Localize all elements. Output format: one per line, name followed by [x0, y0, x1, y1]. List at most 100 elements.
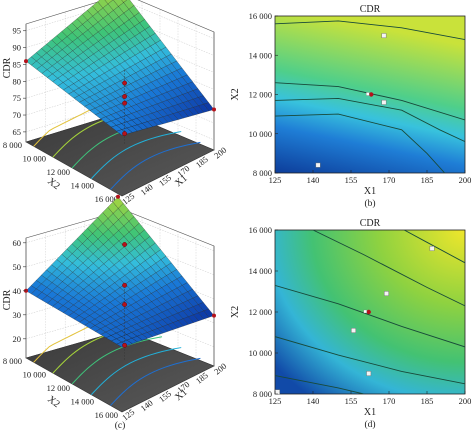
- y-tick-label: 12 000: [47, 383, 70, 393]
- z-gridline: [25, 34, 215, 73]
- y-tick-label: 8 000: [253, 389, 272, 399]
- floor-contour-line: [110, 357, 201, 406]
- y-axis-label: X2: [45, 394, 61, 410]
- x-tick-label: 125: [269, 175, 282, 185]
- contour-line: [275, 336, 465, 385]
- x-axis-label: X1: [364, 186, 376, 197]
- y-tick-label: 8 000: [3, 356, 22, 366]
- design-point: [122, 94, 128, 99]
- floor-contour-line: [110, 141, 201, 190]
- design-marker: [275, 389, 280, 395]
- corner-point: [212, 107, 216, 112]
- z-tick-label: 75: [13, 93, 22, 103]
- contour-line: [312, 230, 465, 307]
- z-axis-label: CDR: [2, 289, 13, 310]
- z-axis-label: CDR: [2, 57, 13, 78]
- y-tick-label: 14 000: [249, 50, 272, 60]
- x-tick-label: 155: [345, 175, 358, 185]
- contour-panel-b: CDR 125 140 155 170 185 200 8 000 10 000 12 000 14…: [230, 4, 471, 209]
- y-tick-label: 16 000: [95, 410, 118, 420]
- design-marker: [351, 328, 356, 333]
- x-tick-label: 140: [307, 396, 320, 406]
- floor-contour-line: [90, 347, 182, 396]
- y-tick-label: 8 000: [3, 140, 22, 150]
- design-point: [122, 242, 128, 247]
- contour-line: [275, 113, 446, 173]
- z-gridline: [25, 0, 215, 39]
- panel-caption: (b): [364, 198, 375, 209]
- x-tick-label: 200: [459, 396, 472, 406]
- contour-line: [275, 375, 364, 394]
- design-point: [122, 282, 128, 288]
- x-tick-label: 125: [269, 396, 282, 406]
- x-tick-label: 185: [421, 396, 434, 406]
- design-marker: [315, 162, 321, 168]
- design-point: [122, 80, 128, 86]
- contour-line: [403, 230, 465, 264]
- design-point: [122, 302, 128, 307]
- contour-line: [275, 284, 465, 348]
- panel-caption: (d): [364, 419, 375, 430]
- contour-line: [275, 20, 465, 41]
- y-axis-label: X2: [230, 306, 241, 318]
- z-tick-label: 60: [13, 238, 22, 248]
- z-tick-label: 20: [13, 334, 22, 344]
- contour-lines: [275, 230, 465, 394]
- contour-panel-d: CDR 125 140 155 170 185 200 8 000 10 000 12 000 14…: [230, 218, 471, 430]
- y-tick-label: 12 000: [249, 90, 272, 100]
- y-tick-label: 16 000: [249, 11, 272, 21]
- x-tick-label: 170: [383, 175, 396, 185]
- y-tick-label: 14 000: [71, 181, 94, 191]
- x-tick-label: 140: [307, 175, 320, 185]
- design-marker: [366, 92, 370, 96]
- x-axis-label: X1: [173, 173, 189, 189]
- design-point: [366, 309, 371, 315]
- y-tick-label: 10 000: [249, 348, 272, 358]
- y-tick-label: 10 000: [249, 129, 272, 139]
- design-marker: [429, 246, 435, 251]
- y-axis-label: X2: [230, 88, 241, 100]
- z-tick-label: 30: [13, 310, 22, 320]
- design-point: [122, 342, 128, 348]
- x-tick-label: 155: [345, 396, 358, 406]
- z-gridline: [25, 17, 215, 56]
- y-tick-label: 12 000: [47, 167, 70, 177]
- surface-mesh: [25, 196, 215, 348]
- design-marker: [381, 33, 387, 39]
- design-marker: [384, 291, 389, 296]
- design-marker: [363, 309, 367, 314]
- y-tick-label: 10 000: [23, 154, 46, 164]
- design-marker: [366, 371, 372, 376]
- surface-cell: [121, 0, 128, 3]
- y-tick-label: 16 000: [95, 194, 118, 204]
- z-tick-label: 50: [13, 262, 22, 272]
- x-tick-label: 200: [212, 145, 228, 161]
- y-tick-label: 14 000: [71, 397, 94, 407]
- x-axis-label: X1: [364, 407, 376, 418]
- z-tick-label: 90: [13, 43, 22, 53]
- y-tick-label: 14 000: [249, 266, 272, 276]
- y-tick-label: 12 000: [249, 307, 272, 317]
- design-point: [122, 100, 128, 106]
- design-point: [369, 92, 374, 97]
- y-axis-label: X2: [45, 176, 61, 192]
- z-tick-label: 85: [13, 59, 22, 69]
- z-tick-label: 70: [13, 110, 22, 120]
- x-tick-label: 200: [212, 361, 228, 377]
- y-tick-label: 10 000: [23, 370, 46, 380]
- z-tick-label: 40: [13, 286, 22, 296]
- design-point: [122, 131, 128, 136]
- x-tick-label: 170: [383, 396, 396, 406]
- contour-title: CDR: [360, 218, 381, 229]
- floor-contour-line: [90, 131, 182, 180]
- y-tick-label: 8 000: [253, 168, 272, 178]
- z-tick-label: 65: [13, 127, 22, 137]
- z-tick-label: 80: [13, 76, 22, 86]
- x-tick-label: 200: [459, 175, 472, 185]
- contour-line: [275, 97, 465, 143]
- z-tick-label: 95: [13, 26, 22, 36]
- x-tick-label: 185: [421, 175, 434, 185]
